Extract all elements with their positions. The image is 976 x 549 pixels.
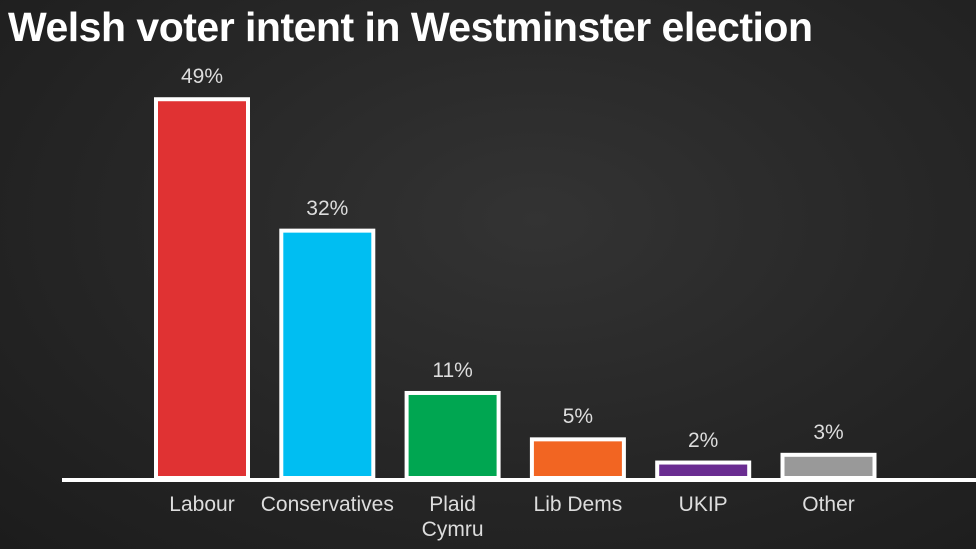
value-label-text: 32% — [306, 196, 349, 220]
value-label: 49% — [152, 65, 252, 89]
value-label-text: 3% — [813, 420, 844, 444]
bar — [780, 452, 877, 480]
x-tick-label-text: Labour — [169, 493, 235, 516]
value-label: 2% — [653, 429, 753, 453]
x-tick-label: Labour — [152, 492, 252, 517]
value-label: 32% — [277, 197, 377, 221]
chart-title: Welsh voter intent in Westminster electi… — [8, 4, 813, 50]
value-label: 11% — [403, 359, 503, 383]
x-tick-label-text: Plaid Cymru — [421, 493, 484, 541]
bar — [529, 437, 626, 481]
x-tick-label: Plaid Cymru — [403, 492, 503, 542]
x-tick-label-text: Other — [802, 493, 855, 516]
bar — [279, 228, 376, 480]
bar — [154, 97, 250, 480]
x-tick-label: UKIP — [653, 492, 753, 517]
bar — [655, 460, 752, 481]
x-tick-label-text: UKIP — [678, 493, 728, 516]
value-label-text: 5% — [562, 405, 594, 429]
value-label: 5% — [528, 405, 628, 429]
value-label-text: 49% — [180, 65, 224, 89]
x-tick-label: Conservatives — [261, 492, 394, 517]
x-tick-label-text: Conservatives — [260, 493, 394, 516]
bar — [404, 390, 501, 480]
value-label-text: 2% — [688, 428, 719, 452]
x-tick-label: Other — [779, 492, 879, 517]
value-label-text: 11% — [432, 358, 473, 382]
x-tick-label-text: Lib Dems — [533, 493, 623, 516]
x-tick-label: Lib Dems — [528, 492, 628, 517]
value-label: 3% — [779, 421, 879, 445]
